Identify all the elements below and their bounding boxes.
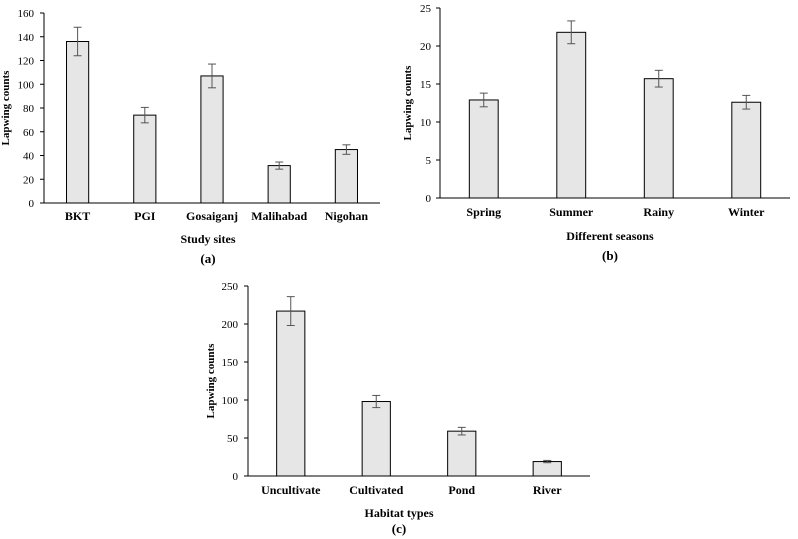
panel-a-y-tick-label: 80 [23, 103, 35, 115]
panel-b-category-label: Winter [728, 205, 765, 219]
panel-b-y-tick-label: 0 [426, 193, 432, 205]
panel-c-bar [361, 401, 391, 477]
panel-b-y-tick-label: 10 [420, 117, 432, 129]
panel-a-category-label: BKT [65, 209, 90, 223]
panel-c-category-label: Uncultivate [261, 483, 321, 497]
panel-a-category-label: Nigohan [325, 209, 369, 223]
panel-c-category-label: Cultivated [349, 483, 403, 497]
panel-b-bar [731, 101, 762, 199]
panel-a-y-tick-label: 0 [29, 198, 35, 210]
panel-a-bar [200, 75, 224, 204]
panel-b-bar [468, 99, 499, 199]
panel-a-x-axis-title: Study sites [180, 232, 235, 246]
panel-a-y-axis-title: Lapwing counts [0, 70, 12, 146]
panel-c-y-axis-title: Lapwing counts [205, 343, 217, 419]
panel-c-y-tick-label: 0 [233, 471, 239, 483]
panel-b-label: (b) [602, 248, 618, 263]
panel-a-label: (a) [200, 251, 215, 266]
panel-a-bar [334, 149, 358, 204]
panel-c-category-label: Pond [448, 483, 475, 497]
panel-c-bar [276, 310, 306, 477]
panel-c-y-tick-label: 200 [222, 319, 239, 331]
panel-b-y-tick-label: 15 [420, 79, 432, 91]
panel-b-category-label: Summer [549, 205, 594, 219]
panel-c-y-tick-label: 250 [222, 281, 239, 293]
panel-c-y-tick-label: 50 [227, 433, 239, 445]
panel-a-y-tick-label: 120 [18, 56, 35, 68]
panel-c-y-tick-label: 100 [222, 395, 239, 407]
panel-a-y-tick-label: 100 [18, 79, 35, 91]
panel-b-category-label: Rainy [643, 205, 674, 219]
panel-c-category-label: River [533, 483, 562, 497]
panel-a-category-label: PGI [134, 209, 156, 223]
panel-c-y-tick-label: 150 [222, 357, 239, 369]
panel-a-category-label: Malihabad [251, 209, 307, 223]
panel-b-y-tick-label: 20 [420, 41, 432, 53]
panel-a-bar [66, 41, 90, 204]
panel-a-category-label: Gosaiganj [186, 209, 238, 223]
panel-b-bar [643, 78, 674, 199]
panel-a-y-tick-label: 60 [23, 127, 35, 139]
panel-a-bar [267, 165, 291, 204]
chart-panel-c: (c) Habitat types Lapwing counts 0 50 100 1… [205, 281, 590, 536]
panel-b-y-tick-label: 25 [420, 3, 432, 15]
panel-c-bar [447, 430, 477, 477]
chart-panel-a: (a) Study sites Lapwing counts 0 20 40 60 80… [0, 8, 380, 266]
panel-a-y-tick-label: 20 [23, 174, 35, 186]
panel-c-x-axis-title: Habitat types [365, 506, 434, 520]
panel-a-bar [133, 114, 157, 204]
chart-panel-b: (b) Different seasons Lapwing counts 0 5 1… [402, 3, 790, 263]
panel-b-bar [556, 31, 587, 199]
panel-c-label: (c) [392, 521, 406, 536]
panel-a-y-tick-label: 40 [23, 151, 35, 163]
panel-b-y-axis-title: Lapwing counts [402, 65, 414, 141]
panel-b-x-axis-title: Different seasons [566, 229, 654, 243]
panel-c-bar [532, 461, 562, 477]
panel-a-y-tick-label: 140 [18, 32, 35, 44]
panel-b-category-label: Spring [466, 205, 501, 219]
panel-a-y-tick-label: 160 [18, 8, 35, 20]
panel-b-y-tick-label: 5 [426, 155, 432, 167]
